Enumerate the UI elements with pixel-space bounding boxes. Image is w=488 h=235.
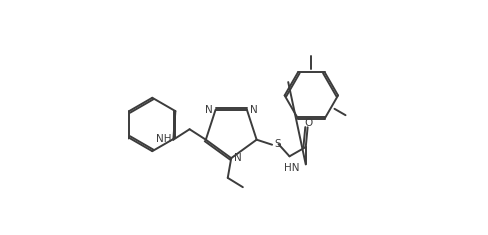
Text: N: N [205, 105, 213, 115]
Text: N: N [234, 153, 242, 163]
Text: N: N [250, 105, 258, 115]
Text: S: S [275, 139, 281, 149]
Text: HN: HN [285, 163, 300, 173]
Text: NH: NH [156, 134, 171, 144]
Text: O: O [305, 118, 313, 128]
